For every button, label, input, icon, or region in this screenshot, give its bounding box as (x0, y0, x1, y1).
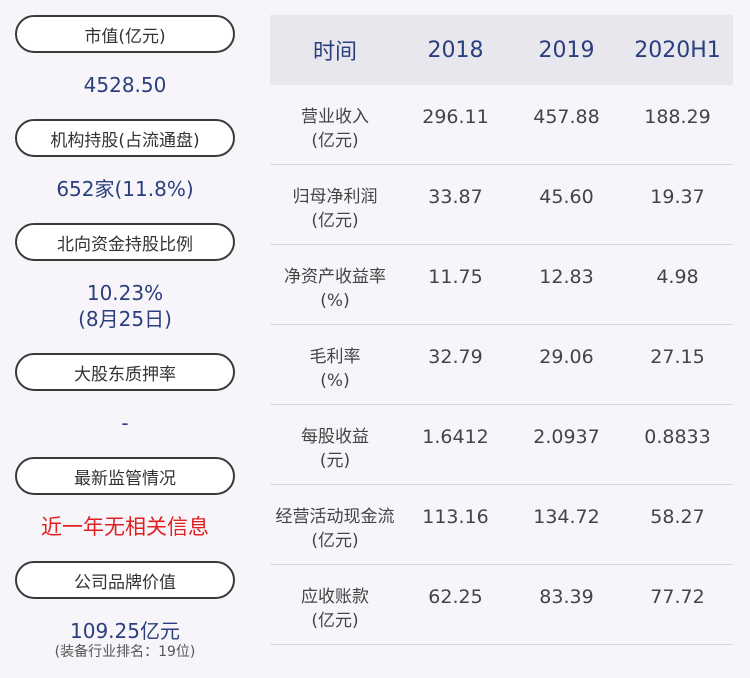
brand-value: 109.25亿元 (70, 619, 180, 643)
cell-value: 188.29 (644, 106, 711, 128)
pledge-rate-label: 大股东质押率 (15, 353, 235, 391)
row-label-main: 净资产收益率 (284, 267, 386, 287)
table-row: 每股收益 (元) 1.6412 2.0937 0.8833 (270, 405, 733, 485)
cell-value: 62.25 (428, 586, 483, 608)
table-row: 应收账款 (亿元) 62.25 83.39 77.72 (270, 565, 733, 645)
brand-value-label: 公司品牌价值 (15, 561, 235, 599)
cell-value: 11.75 (428, 266, 483, 288)
market-cap-label: 市值(亿元) (15, 15, 235, 53)
table-header: 时间 2018 2019 2020H1 (270, 15, 733, 85)
cell-value: 19.37 (650, 186, 705, 208)
row-label-main: 归母净利润 (292, 187, 378, 207)
row-label-main: 每股收益 (301, 427, 369, 447)
cell-value: 83.39 (539, 586, 594, 608)
row-label-unit: (亿元) (311, 211, 359, 231)
cell-value: 457.88 (533, 106, 600, 128)
table-row: 营业收入 (亿元) 296.11 457.88 188.29 (270, 85, 733, 165)
regulation-value: 近一年无相关信息 (41, 515, 209, 539)
regulation-label: 最新监管情况 (15, 457, 235, 495)
cell-value: 77.72 (650, 586, 705, 608)
institution-holding-value: 652家(11.8%) (56, 177, 194, 201)
row-label: 营业收入 (亿元) (270, 85, 400, 153)
table-row: 毛利率 (%) 32.79 29.06 27.15 (270, 325, 733, 405)
row-label-main: 营业收入 (301, 107, 369, 127)
cell-value: 32.79 (428, 346, 483, 368)
pledge-rate-value: - (121, 411, 129, 435)
row-label: 经营活动现金流 (亿元) (270, 485, 400, 553)
cell-value: 33.87 (428, 186, 483, 208)
table-row: 归母净利润 (亿元) 33.87 45.60 19.37 (270, 165, 733, 245)
cell-value: 0.8833 (644, 426, 711, 448)
cell-value: 134.72 (533, 506, 600, 528)
cell-value: 113.16 (422, 506, 489, 528)
table-row: 净资产收益率 (%) 11.75 12.83 4.98 (270, 245, 733, 325)
header-2020h1: 2020H1 (634, 37, 721, 63)
row-label: 应收账款 (亿元) (270, 565, 400, 633)
row-label-unit: (亿元) (311, 611, 359, 631)
row-label-main: 经营活动现金流 (275, 507, 395, 527)
cell-value: 1.6412 (422, 426, 489, 448)
table-row: 经营活动现金流 (亿元) 113.16 134.72 58.27 (270, 485, 733, 565)
row-label-main: 应收账款 (301, 587, 369, 607)
row-label: 净资产收益率 (%) (270, 245, 400, 313)
row-label-main: 毛利率 (309, 347, 361, 367)
row-label-unit: (亿元) (311, 531, 359, 551)
brand-rank-note: (装备行业排名：19位) (54, 644, 196, 660)
row-label-unit: (亿元) (311, 131, 359, 151)
cell-value: 2.0937 (533, 426, 600, 448)
financial-table: 时间 2018 2019 2020H1 营业收入 (亿元) 296.11 457.… (270, 15, 733, 645)
northbound-ratio-date: (8月25日) (78, 307, 172, 331)
cell-value: 58.27 (650, 506, 705, 528)
header-time: 时间 (312, 40, 357, 65)
row-label: 毛利率 (%) (270, 325, 400, 393)
row-label-unit: (元) (319, 451, 351, 471)
market-cap-value: 4528.50 (83, 73, 167, 97)
row-label-unit: (%) (320, 371, 350, 391)
cell-value: 4.98 (656, 266, 699, 288)
left-summary-panel: 市值(亿元) 4528.50 机构持股(占流通盘) 652家(11.8%) 北向… (0, 0, 250, 678)
row-label-unit: (%) (320, 291, 350, 311)
row-label: 每股收益 (元) (270, 405, 400, 473)
cell-value: 27.15 (650, 346, 705, 368)
cell-value: 296.11 (422, 106, 489, 128)
northbound-ratio-label: 北向资金持股比例 (15, 223, 235, 261)
cell-value: 45.60 (539, 186, 594, 208)
header-2018: 2018 (427, 37, 484, 63)
header-2019: 2019 (538, 37, 595, 63)
cell-value: 12.83 (539, 266, 594, 288)
row-label: 归母净利润 (亿元) (270, 165, 400, 233)
cell-value: 29.06 (539, 346, 594, 368)
institution-holding-label: 机构持股(占流通盘) (15, 119, 235, 157)
northbound-ratio-value: 10.23% (86, 281, 164, 305)
